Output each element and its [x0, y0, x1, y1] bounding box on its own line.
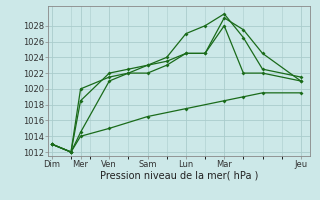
X-axis label: Pression niveau de la mer( hPa ): Pression niveau de la mer( hPa ): [100, 171, 258, 181]
